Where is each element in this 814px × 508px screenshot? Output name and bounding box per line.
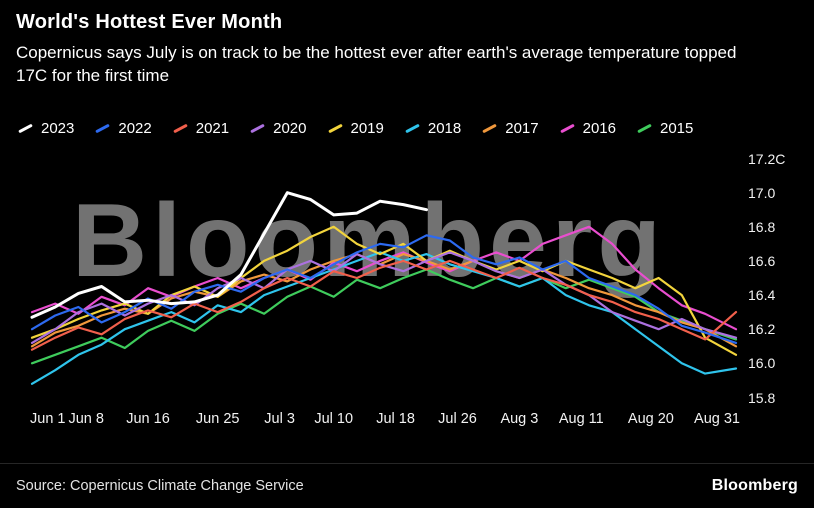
source-text: Source: Copernicus Climate Change Servic… [16, 478, 304, 494]
legend-line-mark-icon [637, 123, 652, 134]
watermark-text: Bloomberg [72, 183, 666, 299]
legend-label: 2021 [195, 120, 230, 137]
legend-item-2017: 2017 [482, 120, 539, 137]
y-tick-label: 17.0 [748, 184, 776, 201]
series-line-2023 [30, 191, 428, 319]
legend-line-mark-icon [172, 123, 188, 134]
y-tick-label: 16.2 [748, 321, 776, 338]
legend-label: 2020 [273, 120, 307, 137]
y-tick-label: 16.0 [748, 355, 776, 372]
legend-line-mark-icon [559, 123, 575, 134]
legend-line-mark-icon [405, 123, 420, 134]
series-line-2021 [30, 259, 738, 351]
legend: 2023 2022 2021 2020 2019 2018 2017 2016 2015 [18, 120, 693, 137]
legend-label: 2022 [118, 120, 152, 137]
chart-title: World's Hottest Ever Month [16, 11, 283, 33]
series-line-2016 [30, 225, 738, 331]
y-tick-label: 15.8 [748, 389, 776, 406]
legend-item-2016: 2016 [559, 120, 616, 137]
y-tick-label: 17.2C [748, 150, 786, 167]
x-tick-label: Jul 3 [264, 411, 295, 427]
series-line-2022 [30, 234, 738, 344]
x-tick-label: Jul 18 [376, 411, 415, 427]
legend-line-mark-icon [95, 123, 111, 134]
series-line-2015 [30, 268, 738, 365]
x-tick-label: Aug 20 [627, 411, 674, 427]
x-tick-label: Aug 3 [500, 411, 539, 427]
legend-line-mark-icon [250, 123, 265, 134]
x-tick-label: Jul 10 [314, 411, 354, 427]
legend-item-2015: 2015 [637, 120, 693, 137]
y-tick-label: 16.6 [748, 252, 776, 269]
legend-item-2021: 2021 [172, 120, 230, 137]
footer: Source: Copernicus Climate Change Servic… [0, 463, 814, 508]
legend-label: 2023 [41, 120, 75, 137]
x-tick-label: Aug 31 [694, 411, 740, 427]
legend-line-mark-icon [18, 123, 33, 134]
y-tick-label: 16.4 [748, 287, 776, 304]
x-tick-label: Jun 8 [68, 411, 104, 427]
plot-area: Bloomberg [30, 150, 740, 406]
legend-item-2018: 2018 [405, 120, 461, 137]
bloomberg-logo: Bloomberg [711, 477, 798, 494]
legend-item-2020: 2020 [250, 120, 307, 137]
legend-item-2023: 2023 [18, 120, 74, 137]
chart-subtitle: Copernicus says July is on track to be t… [16, 43, 737, 85]
legend-label: 2016 [582, 120, 616, 137]
x-tick-label: Jul 26 [438, 411, 477, 427]
series-line-2020 [30, 251, 738, 344]
y-tick-label: 16.8 [748, 218, 776, 235]
legend-item-2019: 2019 [327, 120, 384, 137]
series-line-2019 [30, 225, 738, 356]
x-axis: Jun 1 Jun 8 Jun 16 Jun 25 Jul 3 Jul 10 Jul 18 J… [30, 411, 740, 431]
legend-label: 2018 [427, 120, 462, 137]
legend-line-mark-icon [482, 123, 498, 134]
legend-label: 2015 [660, 120, 694, 137]
chart-canvas [30, 191, 738, 385]
legend-label: 2017 [505, 120, 539, 137]
x-tick-label: Jun 1 [30, 411, 66, 427]
x-tick-label: Aug 11 [558, 411, 604, 427]
x-tick-label: Jun 16 [126, 411, 170, 427]
legend-line-mark-icon [327, 123, 343, 134]
x-tick-label: Jun 25 [195, 411, 240, 427]
y-axis: 17.2C 17.0 16.8 16.6 16.4 16.2 16.0 15.8 [748, 150, 808, 406]
legend-item-2022: 2022 [95, 120, 152, 137]
legend-label: 2019 [350, 120, 384, 137]
